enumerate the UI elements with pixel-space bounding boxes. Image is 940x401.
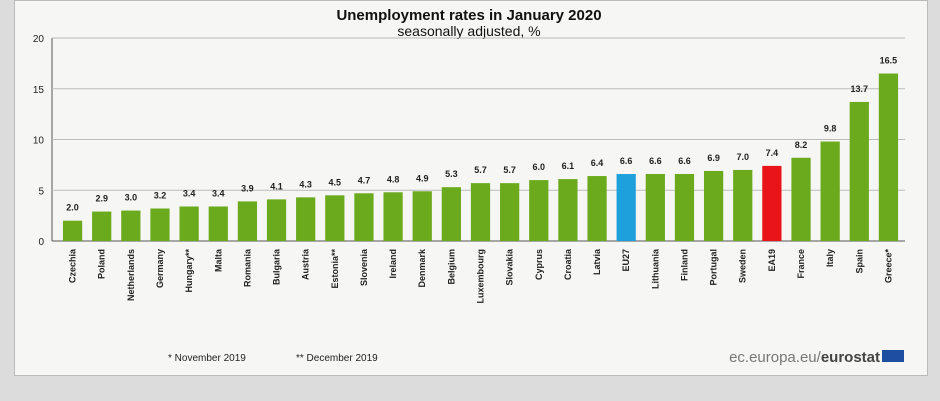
- data-label: 8.2: [795, 140, 808, 150]
- x-tick-label: EU27: [621, 249, 631, 272]
- x-tick-label: Belgium: [446, 249, 456, 285]
- bar-ea19: [762, 165, 782, 241]
- data-label: 4.9: [416, 173, 429, 183]
- bar-malta: [208, 206, 228, 241]
- bar-germany: [150, 208, 170, 241]
- x-tick-label: Portugal: [709, 249, 719, 286]
- x-tick-label: Netherlands: [126, 249, 136, 301]
- x-tick-label: Lithuania: [650, 248, 660, 289]
- data-label: 6.9: [707, 153, 720, 163]
- x-tick-label: Slovenia: [359, 248, 369, 286]
- data-label: 7.4: [766, 148, 779, 158]
- bar-ireland: [383, 192, 403, 241]
- data-label: 6.1: [562, 161, 575, 171]
- bar-poland: [92, 211, 112, 241]
- data-label: 6.6: [678, 156, 691, 166]
- bar-spain: [849, 101, 869, 241]
- bar-eu27: [616, 174, 636, 241]
- eurostat-logo: ec.europa.eu/eurostat: [729, 349, 880, 366]
- y-tick-label: 20: [33, 34, 45, 45]
- x-tick-label: Bulgaria: [272, 248, 282, 285]
- bar-austria: [296, 197, 316, 241]
- x-tick-label: Greece*: [883, 249, 893, 284]
- x-tick-label: Finland: [679, 249, 689, 281]
- x-tick-label: Malta: [213, 248, 223, 272]
- x-tick-label: France: [796, 249, 806, 279]
- x-tick-label: Sweden: [738, 249, 748, 283]
- bar-finland: [674, 174, 695, 241]
- data-label: 7.0: [736, 152, 749, 162]
- data-label: 5.3: [445, 169, 458, 179]
- data-label: 6.4: [591, 158, 604, 168]
- x-tick-label: Denmark: [417, 248, 427, 288]
- bar-slovenia: [354, 193, 374, 241]
- x-tick-label: Romania: [242, 248, 252, 287]
- data-label: 6.0: [533, 162, 546, 172]
- data-label: 6.6: [649, 156, 662, 166]
- x-tick-label: Hungary**: [184, 249, 194, 293]
- data-label: 2.0: [66, 203, 79, 213]
- bar-slovakia: [500, 183, 520, 241]
- data-label: 4.8: [387, 174, 400, 184]
- y-tick-label: 5: [38, 186, 44, 197]
- data-label: 3.2: [154, 191, 167, 201]
- bar-lithuania: [645, 174, 665, 241]
- eu-flag-icon: [882, 350, 904, 362]
- x-tick-label: Austria: [301, 248, 311, 280]
- data-label: 4.7: [358, 175, 371, 185]
- x-tick-label: Croatia: [563, 248, 573, 280]
- data-label: 9.8: [824, 124, 837, 134]
- data-label: 6.6: [620, 156, 633, 166]
- y-tick-label: 10: [33, 136, 45, 147]
- bar-romania: [237, 201, 258, 241]
- bar-hungary: [179, 206, 199, 241]
- x-tick-label: Latvia: [592, 248, 602, 275]
- footnote-2: ** December 2019: [296, 353, 378, 364]
- bar-sweden: [733, 169, 753, 241]
- data-label: 4.5: [329, 177, 342, 187]
- footnote-1: * November 2019: [168, 353, 246, 364]
- chart-title: Unemployment rates in January 2020: [336, 7, 601, 24]
- data-label: 3.0: [125, 193, 138, 203]
- data-label: 16.5: [880, 56, 898, 66]
- data-label: 5.7: [474, 165, 487, 175]
- y-tick-label: 0: [38, 237, 44, 248]
- x-tick-label: Slovakia: [505, 248, 515, 286]
- data-label: 3.9: [241, 183, 254, 193]
- bar-croatia: [558, 179, 578, 241]
- x-tick-label: Ireland: [388, 249, 398, 279]
- bar-estonia: [325, 195, 345, 241]
- x-tick-label: Italy: [825, 249, 835, 267]
- x-tick-label: Estonia**: [330, 249, 340, 289]
- x-tick-label: EA19: [767, 249, 777, 272]
- data-label: 5.7: [503, 165, 516, 175]
- data-label: 4.1: [270, 181, 283, 191]
- y-tick-label: 15: [33, 85, 45, 96]
- bar-belgium: [441, 187, 461, 241]
- bar-italy: [820, 141, 840, 241]
- bar-netherlands: [121, 210, 141, 241]
- data-label: 2.9: [95, 194, 108, 204]
- x-tick-label: Poland: [97, 249, 107, 279]
- data-label: 4.3: [299, 179, 312, 189]
- bar-portugal: [703, 170, 724, 241]
- bar-france: [791, 157, 811, 241]
- bar-luxembourg: [470, 183, 491, 241]
- x-tick-label: Germany: [155, 249, 165, 288]
- x-tick-label: Czechia: [68, 248, 78, 283]
- bar-bulgaria: [266, 199, 287, 241]
- chart-subtitle: seasonally adjusted, %: [397, 23, 540, 39]
- bar-greece: [878, 73, 899, 242]
- bar-denmark: [412, 191, 432, 241]
- x-tick-label: Spain: [854, 249, 864, 274]
- bar-czechia: [62, 220, 83, 241]
- x-tick-label: Cyprus: [534, 249, 544, 280]
- data-label: 3.4: [212, 188, 225, 198]
- x-tick-label: Luxembourg: [476, 249, 486, 304]
- data-label: 13.7: [851, 84, 869, 94]
- bar-cyprus: [529, 180, 549, 241]
- data-label: 3.4: [183, 188, 196, 198]
- bar-latvia: [587, 176, 607, 241]
